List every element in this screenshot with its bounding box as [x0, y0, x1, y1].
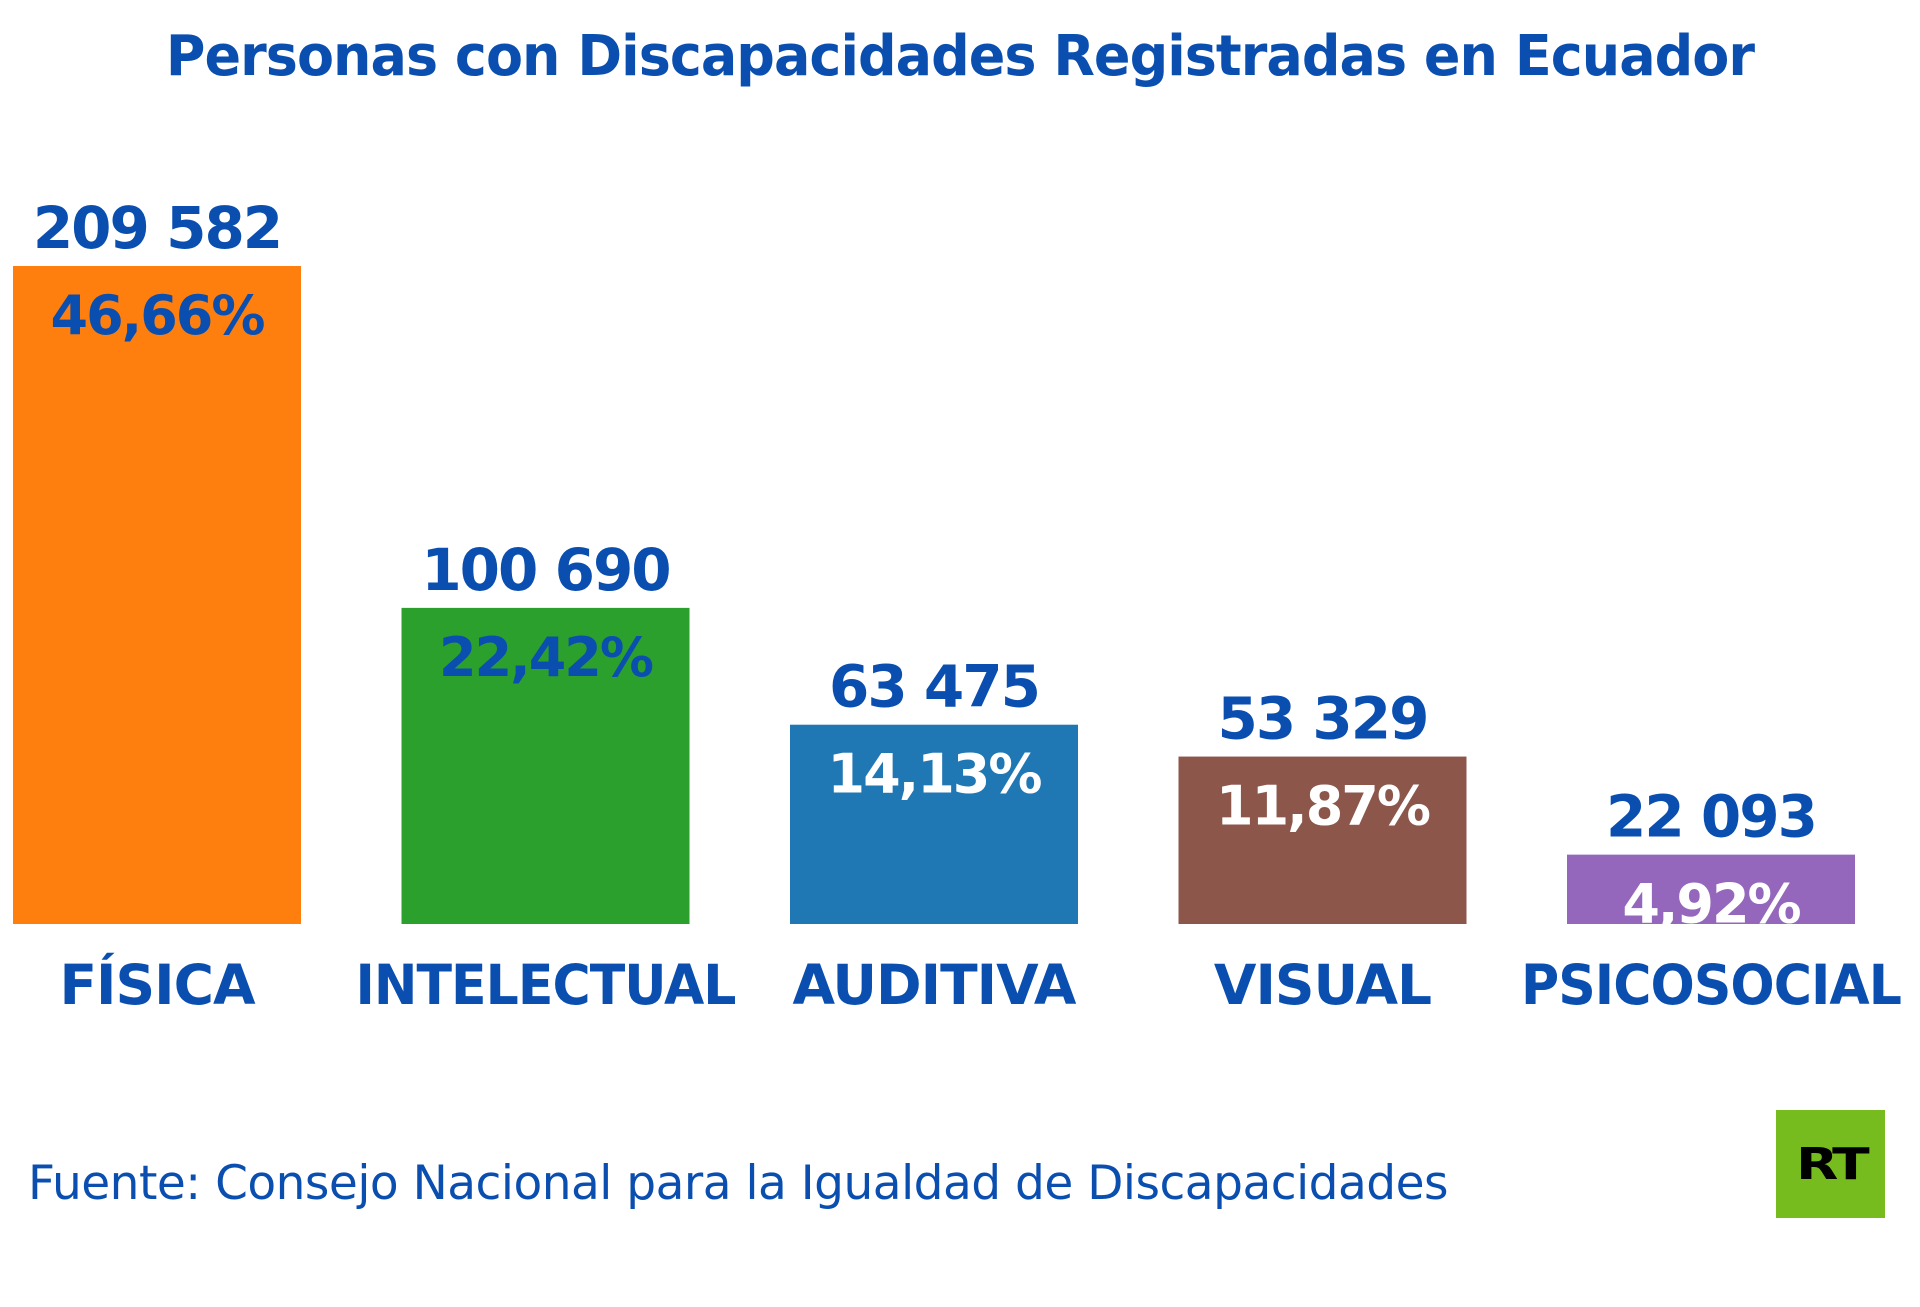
category-label: INTELECTUAL — [356, 953, 736, 1017]
category-label: VISUAL — [1214, 953, 1431, 1017]
rt-logo: RT — [1776, 1110, 1885, 1218]
percent-label: 14,13% — [828, 743, 1042, 806]
source-note: Fuente: Consejo Nacional para la Igualda… — [28, 1156, 1449, 1211]
bar-intelectual — [401, 607, 690, 924]
category-label: PSICOSOCIAL — [1521, 953, 1901, 1017]
percent-label: 4,92% — [1622, 873, 1800, 936]
value-label: 100 690 — [421, 536, 669, 604]
percent-label: 11,87% — [1216, 775, 1430, 838]
percent-label: 22,42% — [439, 626, 653, 689]
chart-title: Personas con Discapacidades Registradas … — [165, 24, 1755, 89]
rt-logo-text: RT — [1795, 1138, 1870, 1190]
bar-física — [13, 266, 301, 924]
value-label: 209 582 — [33, 194, 281, 262]
value-label: 22 093 — [1606, 783, 1816, 851]
category-label: AUDITIVA — [792, 953, 1076, 1017]
bar-psicosocial — [1567, 854, 1855, 924]
value-label: 53 329 — [1218, 685, 1428, 753]
value-label: 63 475 — [829, 653, 1039, 721]
category-label: FÍSICA — [59, 952, 255, 1017]
bar-visual — [1178, 756, 1467, 924]
bar-auditiva — [790, 724, 1078, 924]
percent-label: 46,66% — [51, 284, 265, 347]
